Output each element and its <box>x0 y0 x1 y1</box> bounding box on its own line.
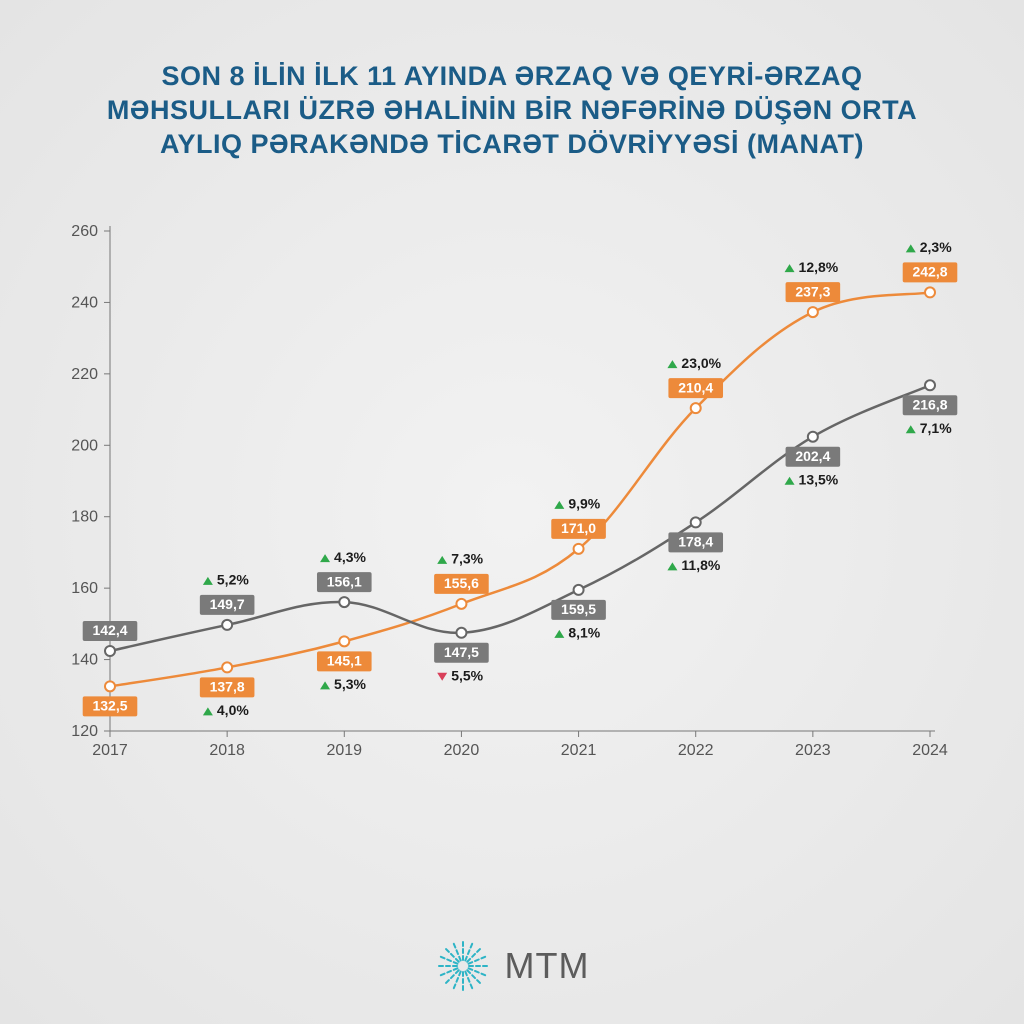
x-tick-label: 2023 <box>795 742 831 759</box>
y-tick-label: 220 <box>71 366 98 383</box>
pct-label-gray: 13,5% <box>799 472 839 488</box>
series-marker-orange <box>925 288 935 298</box>
triangle-down-icon <box>437 673 447 681</box>
triangle-up-icon <box>785 477 795 485</box>
chart-svg: 120 140 160 180 200 220 240 260 2017 2018 2019 2020… <box>50 211 970 771</box>
series-marker-orange <box>339 637 349 647</box>
value-label-orange: 137,8 <box>210 679 245 695</box>
value-label-orange: 155,6 <box>444 575 479 591</box>
value-label-orange: 145,1 <box>327 653 362 669</box>
x-tick-label: 2020 <box>444 742 480 759</box>
series-marker-gray <box>691 518 701 528</box>
series-marker-gray <box>808 432 818 442</box>
value-label-orange: 132,5 <box>92 698 127 714</box>
series-marker-orange <box>808 307 818 317</box>
triangle-up-icon <box>785 264 795 272</box>
retail-turnover-chart: 120 140 160 180 200 220 240 260 2017 2018 2019 2020… <box>50 211 974 918</box>
y-tick-label: 120 <box>71 723 98 740</box>
x-tick-label: 2024 <box>912 742 948 759</box>
y-tick-label: 260 <box>71 223 98 240</box>
series-marker-gray <box>456 628 466 638</box>
pct-label-orange: 7,3% <box>451 551 483 567</box>
series-marker-gray <box>105 646 115 656</box>
series-marker-gray <box>925 381 935 391</box>
series-marker-gray <box>339 597 349 607</box>
x-tick-label: 2021 <box>561 742 597 759</box>
x-tick-label: 2019 <box>326 742 362 759</box>
value-label-gray: 202,4 <box>795 448 830 464</box>
triangle-up-icon <box>437 556 447 564</box>
series-marker-orange <box>574 544 584 554</box>
logo-text: MTM <box>505 945 590 987</box>
x-tick-label: 2017 <box>92 742 128 759</box>
pct-label-orange: 9,9% <box>568 496 600 512</box>
series-marker-orange <box>105 682 115 692</box>
pct-label-gray: 5,2% <box>217 572 249 588</box>
value-label-gray: 149,7 <box>210 596 245 612</box>
pct-label-orange: 12,8% <box>799 259 839 275</box>
triangle-up-icon <box>667 563 677 571</box>
triangle-up-icon <box>906 426 916 434</box>
mtm-logo-icon <box>435 938 491 994</box>
value-label-orange: 210,4 <box>678 380 713 396</box>
triangle-up-icon <box>554 501 564 509</box>
series-marker-orange <box>222 663 232 673</box>
value-label-orange: 237,3 <box>795 284 830 300</box>
pct-label-gray: 7,1% <box>920 420 952 436</box>
pct-label-orange: 4,0% <box>217 702 249 718</box>
triangle-up-icon <box>906 245 916 253</box>
y-tick-label: 200 <box>71 438 98 455</box>
series-marker-orange <box>456 599 466 609</box>
triangle-up-icon <box>667 360 677 368</box>
triangle-up-icon <box>554 630 564 638</box>
value-label-gray: 178,4 <box>678 534 713 550</box>
series-marker-gray <box>574 585 584 595</box>
pct-label-orange: 5,3% <box>334 676 366 692</box>
x-tick-label: 2018 <box>209 742 245 759</box>
y-tick-label: 160 <box>71 580 98 597</box>
pct-label-orange: 23,0% <box>681 355 721 371</box>
value-label-orange: 171,0 <box>561 520 596 536</box>
value-label-gray: 159,5 <box>561 601 596 617</box>
pct-label-gray: 11,8% <box>681 557 720 573</box>
value-label-orange: 242,8 <box>912 264 947 280</box>
pct-label-orange: 2,3% <box>920 239 952 255</box>
value-label-gray: 216,8 <box>912 397 947 413</box>
series-marker-gray <box>222 620 232 630</box>
value-label-gray: 142,4 <box>92 622 127 638</box>
pct-label-gray: 8,1% <box>568 625 600 641</box>
x-tick-label: 2022 <box>678 742 714 759</box>
pct-label-gray: 4,3% <box>334 549 366 565</box>
triangle-up-icon <box>203 577 213 585</box>
y-tick-label: 140 <box>71 652 98 669</box>
series-line-orange <box>110 293 930 687</box>
page-title: SON 8 İLİN İLK 11 AYINDA ƏRZAQ VƏ QEYRİ-… <box>72 60 952 161</box>
logo: MTM <box>50 938 974 994</box>
series-marker-orange <box>691 403 701 413</box>
triangle-up-icon <box>203 708 213 716</box>
y-tick-label: 180 <box>71 509 98 526</box>
value-label-gray: 156,1 <box>327 574 362 590</box>
pct-label-gray: 5,5% <box>451 668 483 684</box>
y-tick-label: 240 <box>71 295 98 312</box>
value-label-gray: 147,5 <box>444 644 479 660</box>
triangle-up-icon <box>320 682 330 690</box>
triangle-up-icon <box>320 554 330 562</box>
